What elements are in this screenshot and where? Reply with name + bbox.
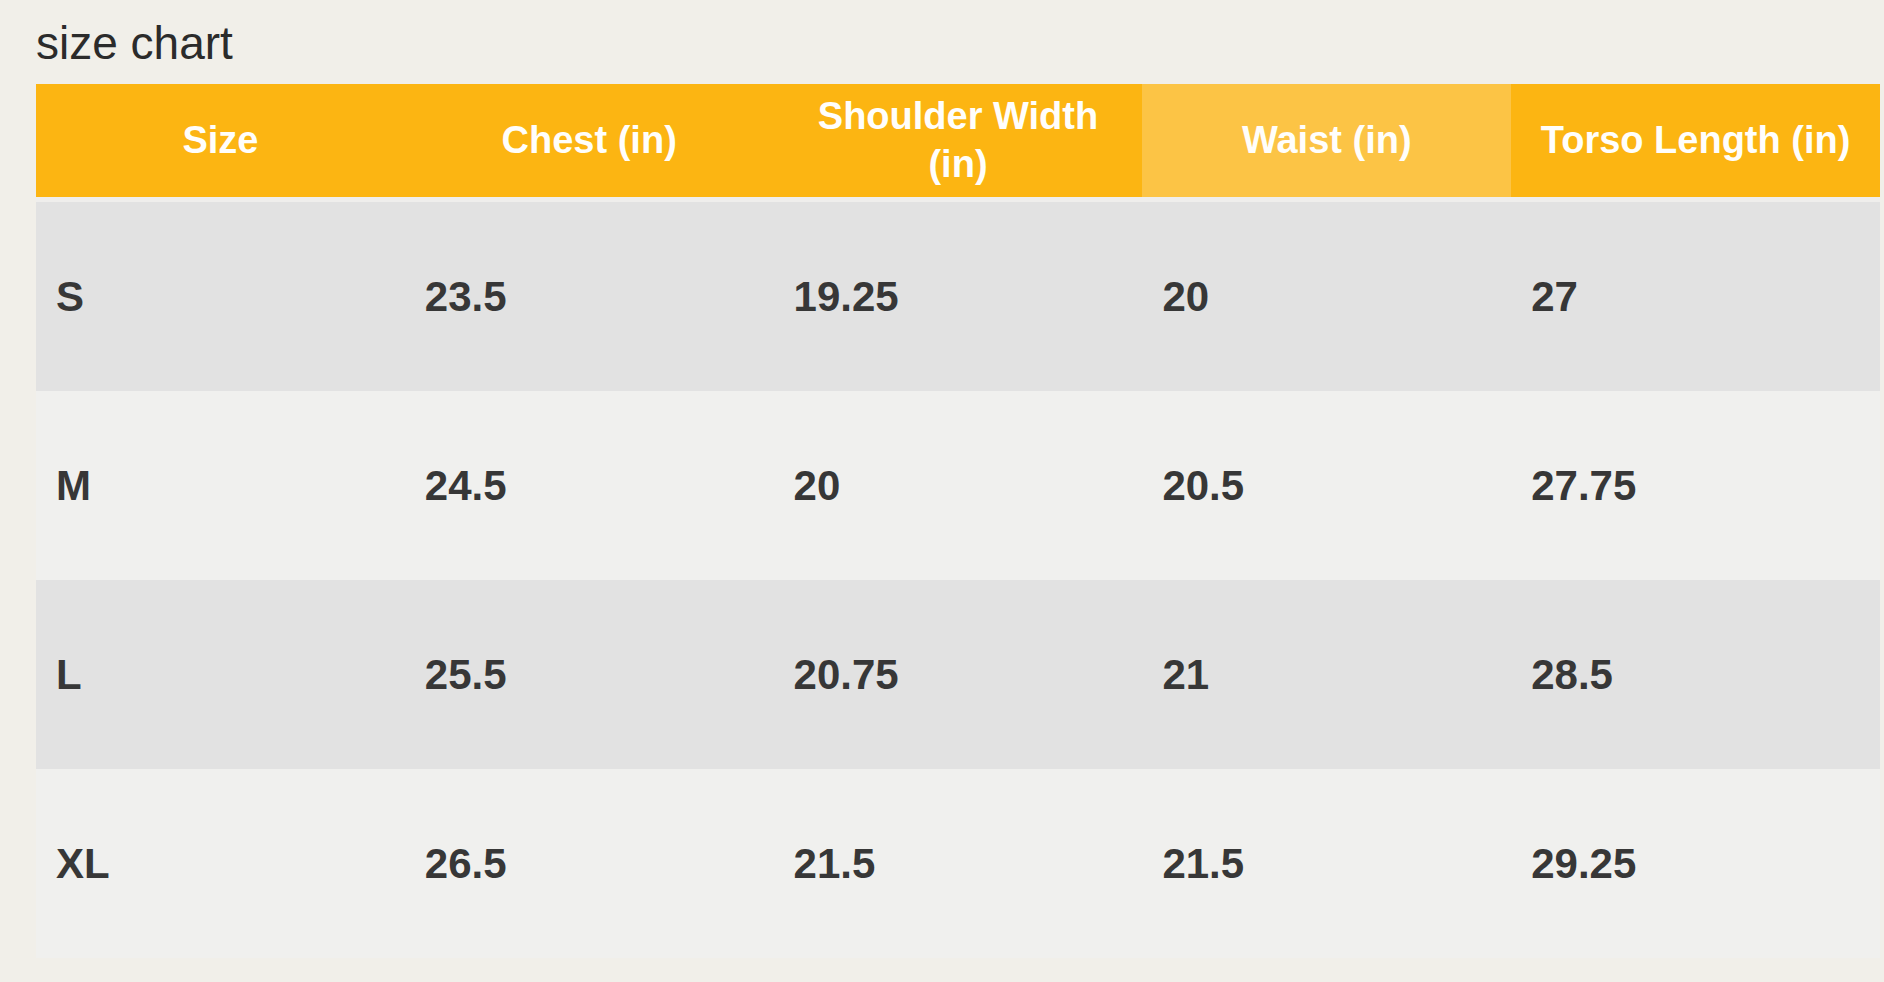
cell-torso-length: 27: [1511, 200, 1880, 392]
size-chart-page: size chart Size Chest (in) Shoulder Widt…: [0, 0, 1884, 958]
cell-shoulder-width: 20: [774, 391, 1143, 580]
size-chart-table: Size Chest (in) Shoulder Width (in) Wais…: [36, 84, 1880, 958]
cell-shoulder-width: 20.75: [774, 580, 1143, 769]
column-header-chest: Chest (in): [405, 84, 774, 200]
column-header-shoulder-width: Shoulder Width (in): [774, 84, 1143, 200]
cell-size: XL: [36, 769, 405, 958]
cell-waist: 21: [1142, 580, 1511, 769]
cell-shoulder-width: 21.5: [774, 769, 1143, 958]
header-row: Size Chest (in) Shoulder Width (in) Wais…: [36, 84, 1880, 200]
column-header-torso-length: Torso Length (in): [1511, 84, 1880, 200]
cell-chest: 23.5: [405, 200, 774, 392]
table-row-s: S 23.5 19.25 20 27: [36, 200, 1880, 392]
cell-chest: 24.5: [405, 391, 774, 580]
table-row-l: L 25.5 20.75 21 28.5: [36, 580, 1880, 769]
cell-shoulder-width: 19.25: [774, 200, 1143, 392]
cell-waist: 20.5: [1142, 391, 1511, 580]
cell-size: L: [36, 580, 405, 769]
table-row-m: M 24.5 20 20.5 27.75: [36, 391, 1880, 580]
table-body: S 23.5 19.25 20 27 M 24.5 20 20.5 27.75 …: [36, 200, 1880, 959]
cell-torso-length: 29.25: [1511, 769, 1880, 958]
table-header: Size Chest (in) Shoulder Width (in) Wais…: [36, 84, 1880, 200]
cell-size: M: [36, 391, 405, 580]
cell-chest: 25.5: [405, 580, 774, 769]
page-title: size chart: [36, 18, 1884, 68]
cell-size: S: [36, 200, 405, 392]
cell-torso-length: 27.75: [1511, 391, 1880, 580]
cell-waist: 20: [1142, 200, 1511, 392]
column-header-size: Size: [36, 84, 405, 200]
table-row-xl: XL 26.5 21.5 21.5 29.25: [36, 769, 1880, 958]
cell-waist: 21.5: [1142, 769, 1511, 958]
cell-chest: 26.5: [405, 769, 774, 958]
cell-torso-length: 28.5: [1511, 580, 1880, 769]
column-header-waist: Waist (in): [1142, 84, 1511, 200]
